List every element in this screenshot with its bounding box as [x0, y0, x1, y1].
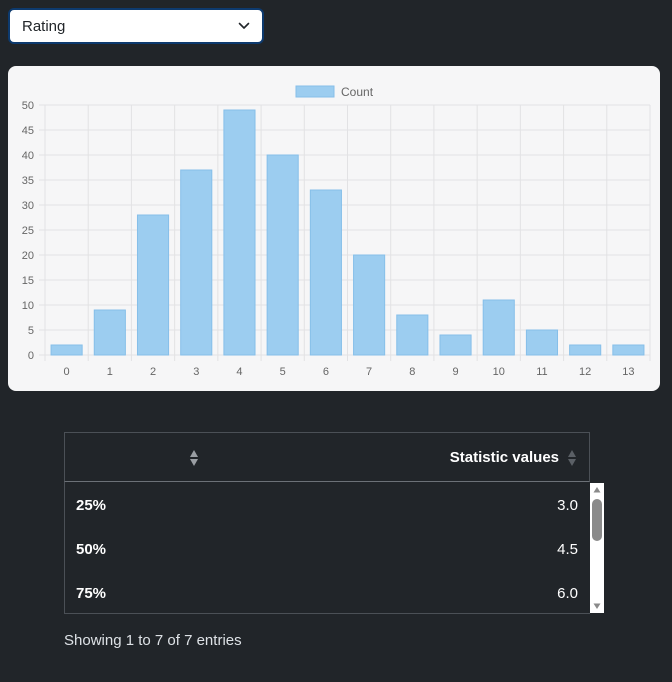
bar [309, 189, 342, 356]
table-row: 75% 6.0 [65, 570, 590, 613]
table-header: Statistic values [64, 432, 590, 482]
y-tick-label: 35 [22, 175, 34, 187]
bar [482, 299, 515, 356]
row-value: 3.0 [557, 497, 578, 514]
bar [525, 329, 559, 356]
select-value: Rating [22, 17, 66, 35]
scroll-up-icon[interactable] [593, 486, 601, 494]
x-tick-label: 13 [622, 366, 634, 378]
x-tick-label: 8 [409, 366, 415, 378]
y-tick-label: 10 [22, 300, 34, 312]
sort-icon[interactable] [567, 449, 577, 467]
scrollbar-thumb[interactable] [592, 499, 602, 541]
row-key: 75% [76, 585, 107, 602]
row-key: 50% [76, 541, 107, 558]
row-value: 4.5 [557, 541, 578, 558]
row-value: 6.0 [557, 585, 578, 602]
y-tick-label: 5 [28, 325, 34, 337]
bar [612, 344, 645, 356]
bar [136, 214, 170, 356]
column-header-statistic-values[interactable]: Statistic values [449, 449, 559, 466]
x-tick-label: 1 [107, 366, 113, 378]
bar [353, 254, 386, 356]
table-row: 25% 3.0 [65, 482, 590, 526]
table-info: Showing 1 to 7 of 7 entries [64, 632, 242, 649]
bar [93, 309, 126, 356]
bar [439, 334, 472, 356]
x-tick-label: 10 [493, 366, 505, 378]
x-tick-label: 5 [280, 366, 286, 378]
statistics-table: Statistic values 25% 3.0 50% 4.5 75% 6.0 [64, 432, 590, 614]
bar [50, 344, 83, 356]
legend-label: Count [341, 85, 374, 99]
x-tick-label: 9 [452, 366, 458, 378]
x-tick-label: 4 [236, 366, 242, 378]
y-tick-label: 20 [22, 250, 34, 262]
column-select[interactable]: Rating [8, 8, 264, 44]
table-row: 50% 4.5 [65, 526, 590, 570]
x-tick-label: 3 [193, 366, 199, 378]
y-tick-label: 45 [22, 125, 34, 137]
x-tick-label: 2 [150, 366, 156, 378]
y-tick-label: 15 [22, 275, 34, 287]
table-body[interactable]: 25% 3.0 50% 4.5 75% 6.0 [64, 482, 590, 614]
bar [223, 109, 256, 356]
row-key: 25% [76, 497, 107, 514]
x-tick-label: 7 [366, 366, 372, 378]
sort-icon[interactable] [189, 449, 199, 467]
bar [180, 169, 213, 356]
y-tick-label: 25 [22, 225, 34, 237]
y-tick-label: 40 [22, 150, 34, 162]
x-tick-label: 11 [536, 366, 547, 378]
x-tick-label: 0 [64, 366, 70, 378]
x-tick-label: 6 [323, 366, 329, 378]
x-tick-label: 12 [579, 366, 591, 378]
scroll-down-icon[interactable] [593, 602, 601, 610]
chart-card: 0 5 10 15 20 25 30 35 40 45 50 0 1 2 3 4 5 6 7 8 9 10 11 12 13 Co… [8, 66, 660, 391]
table-scrollbar[interactable] [590, 483, 604, 613]
bar [266, 154, 299, 356]
y-tick-label: 30 [22, 200, 34, 212]
bar [569, 344, 602, 356]
y-tick-label: 50 [22, 100, 34, 112]
y-tick-label: 0 [28, 350, 34, 362]
legend-swatch [295, 85, 335, 98]
bar [396, 314, 429, 356]
chevron-down-icon [238, 22, 250, 29]
